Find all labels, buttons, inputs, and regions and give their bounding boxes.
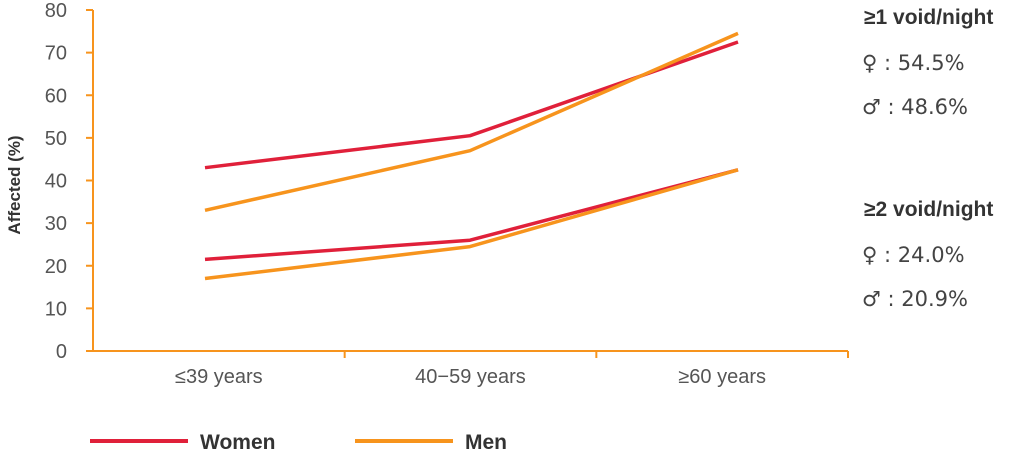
x-axis-ticks: [343, 351, 849, 358]
x-axis-tick-labels: ≤39 years 40−59 years ≥60 years: [175, 366, 766, 388]
annotation-line: ♀ : 24.0%: [862, 243, 965, 267]
series-line-men-ge1: [204, 31, 739, 213]
y-axis-ticks: [86, 9, 93, 352]
y-tick-label: 30: [45, 213, 67, 235]
y-tick-label: 50: [45, 128, 67, 150]
y-tick-label: 40: [45, 171, 67, 193]
y-tick-label: 60: [45, 85, 67, 107]
y-tick-label: 0: [56, 341, 67, 363]
x-tick-label: ≤39 years: [175, 366, 263, 388]
annotations: ≥1 void/night ♀ : 54.5% ♂ : 48.6% ≥2 void/n…: [862, 6, 993, 311]
y-axis-tick-labels: 0 10 20 30 40 50 60 70 80: [45, 0, 67, 363]
y-tick-label: 80: [45, 0, 67, 22]
annotation-heading: ≥1 void/night: [864, 6, 993, 29]
annotation-line: ♀ : 54.5%: [862, 51, 965, 75]
y-axis-title: Affected (%): [5, 135, 24, 234]
legend-label: Women: [200, 431, 275, 454]
annotation-heading: ≥2 void/night: [864, 198, 993, 221]
y-tick-label: 20: [45, 256, 67, 278]
series-lines: [204, 31, 739, 281]
legend-label: Men: [465, 431, 507, 454]
series-line-women-ge2: [204, 168, 739, 262]
legend: Women Men: [90, 431, 507, 454]
annotation-line: ♂ : 20.9%: [862, 287, 968, 311]
x-tick-label: ≥60 years: [678, 366, 766, 388]
x-tick-label: 40−59 years: [415, 366, 526, 388]
y-tick-label: 10: [45, 298, 67, 320]
y-tick-label: 70: [45, 43, 67, 65]
annotation-line: ♂ : 48.6%: [862, 95, 968, 119]
series-line-men-ge2: [204, 168, 739, 281]
